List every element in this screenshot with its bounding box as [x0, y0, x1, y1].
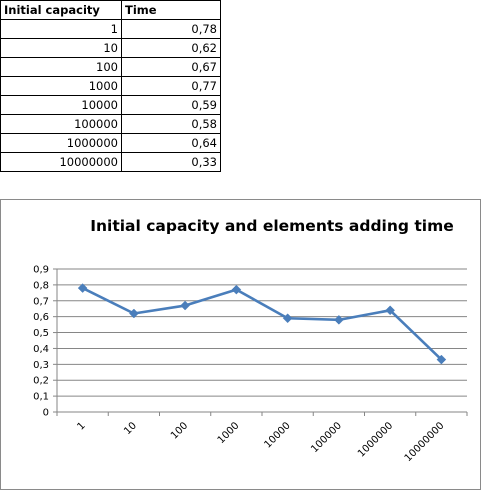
x-tick-label: 1 [75, 420, 87, 432]
y-tick-label: 0,4 [33, 344, 49, 355]
table-row: 10000000 0,33 [0, 152, 221, 172]
header-initial-capacity[interactable]: Initial capacity [0, 0, 122, 20]
y-tick-label: 0,7 [33, 296, 49, 307]
table-row: 1000 0,77 [0, 76, 221, 96]
cell-time[interactable]: 0,67 [121, 57, 221, 77]
cell-capacity[interactable]: 10000 [0, 95, 122, 115]
series-line [82, 286, 443, 361]
data-point [77, 283, 88, 293]
cell-capacity[interactable]: 1000000 [0, 133, 122, 153]
y-tick-label: 0,8 [33, 280, 49, 291]
data-point [231, 284, 242, 295]
y-tick-label: 0,6 [33, 312, 49, 323]
y-tick-label: 0,5 [33, 328, 49, 339]
x-tick-label: 1000 [216, 420, 242, 446]
x-tick-label: 100 [169, 420, 190, 441]
cell-time[interactable]: 0,62 [121, 38, 221, 58]
line-chart: Initial capacity and elements adding tim… [33, 217, 468, 464]
data-point [334, 314, 344, 325]
x-tick-label: 10 [122, 420, 139, 437]
y-tick-label: 0,9 [33, 265, 49, 276]
table-row: 1 0,78 [0, 19, 221, 39]
data-point [129, 308, 139, 319]
cell-time[interactable]: 0,64 [121, 133, 221, 153]
cell-capacity[interactable]: 10000000 [0, 152, 122, 172]
cell-time[interactable]: 0,77 [121, 76, 221, 96]
table-row: 10000 0,59 [0, 95, 221, 115]
cell-time[interactable]: 0,58 [121, 114, 221, 134]
cell-capacity[interactable]: 100 [0, 57, 122, 77]
x-tick-label: 10000 [262, 420, 292, 450]
data-point [282, 313, 293, 324]
table-row: 10 0,62 [0, 38, 221, 58]
table-row: 1000000 0,64 [0, 133, 221, 153]
cell-capacity[interactable]: 1000 [0, 76, 122, 96]
cell-capacity[interactable]: 1 [0, 19, 122, 39]
y-tick-label: 0,1 [33, 392, 49, 403]
data-table: Initial capacity Time 1 0,78 10 0,62 100 0,67 10… [0, 0, 221, 172]
x-tick-label: 100000 [309, 420, 344, 455]
chart-title: Initial capacity and elements adding tim… [90, 217, 454, 235]
cell-time[interactable]: 0,59 [121, 95, 221, 115]
table-row: 100000 0,58 [0, 114, 221, 134]
x-tick-label: 10000000 [403, 420, 447, 464]
cell-time[interactable]: 0,33 [121, 152, 221, 172]
cell-capacity[interactable]: 10 [0, 38, 122, 58]
table-row: 100 0,67 [0, 57, 221, 77]
y-tick-label: 0,2 [33, 376, 49, 387]
data-point [385, 305, 395, 316]
y-tick-label: 0,3 [33, 360, 49, 371]
table-header-row: Initial capacity Time [0, 0, 221, 20]
cell-time[interactable]: 0,78 [121, 19, 221, 39]
y-tick-label: 0 [43, 408, 49, 419]
header-time[interactable]: Time [121, 0, 221, 20]
chart-area[interactable]: Initial capacity and elements adding tim… [0, 199, 481, 490]
data-point [436, 354, 447, 365]
data-point [180, 300, 190, 311]
x-tick-label: 1000000 [356, 420, 395, 459]
cell-capacity[interactable]: 100000 [0, 114, 122, 134]
